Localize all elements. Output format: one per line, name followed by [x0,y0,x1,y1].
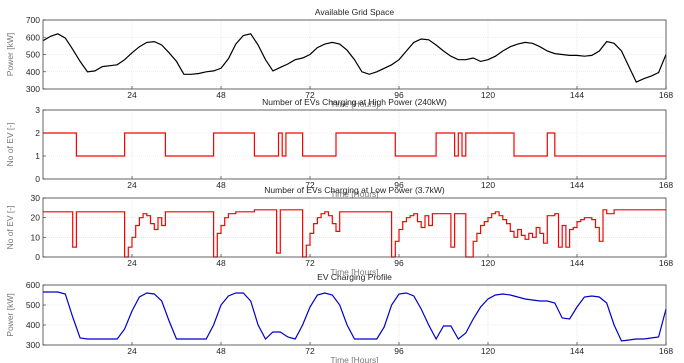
x-tick-label: 144 [570,180,584,190]
subplot-3: 24 48 72 96 120 144 168 0 10 20 30 Number of EVs Ch… [5,185,673,277]
chart-title: Number of EVs Charging at High Power (24… [262,97,447,107]
y-axis-label: No of EV [-] [5,123,15,167]
x-tick-label: 72 [305,90,315,100]
x-tick-label: 120 [481,346,495,356]
x-tick-label: 120 [481,180,495,190]
chart-title: Number of EVs Charging at Low Power (3.7… [264,185,445,195]
series-line [43,291,667,342]
axes-box [42,109,667,180]
x-tick-label: 168 [659,346,673,356]
x-tick-label: 24 [127,180,137,190]
subplot-4: 24 48 72 96 120 144 168 300 400 500 600 EV Charging… [5,272,673,363]
y-tick-label: 0 [35,174,40,184]
x-tick-label: 48 [216,346,226,356]
x-axis-label: Time [Hours] [330,189,378,199]
y-tick-label: 0 [35,252,40,262]
y-tick-label: 500 [26,50,40,60]
series-line [43,132,666,157]
x-tick-label: 96 [394,180,404,190]
y-tick-label: 700 [26,15,40,25]
x-tick-label: 48 [216,258,226,268]
x-tick-label: 168 [659,180,673,190]
subplot-1: 24 48 72 96 120 144 168 300 400 500 600 700 Availabl… [5,7,673,109]
x-tick-label: 24 [127,346,137,356]
y-axis-label: No of EV [-] [5,206,15,250]
x-tick-label: 144 [570,90,584,100]
y-tick-label: 30 [31,193,41,203]
x-tick-label: 24 [127,90,137,100]
x-tick-label: 48 [216,90,226,100]
x-tick-label: 72 [305,180,315,190]
axes-box [42,284,667,346]
axes-box [42,197,667,258]
y-tick-label: 500 [26,300,40,310]
x-tick-label: 72 [305,258,315,268]
chart-title: EV Charging Profile [317,272,392,282]
y-tick-label: 300 [26,340,40,350]
subplot-2: 24 48 72 96 120 144 168 0 1 2 3 Number of EVs Charg… [5,97,673,199]
x-tick-label: 48 [216,180,226,190]
x-tick-label: 144 [570,346,584,356]
x-tick-label: 96 [394,258,404,268]
y-axis-label: Power [kW] [5,33,15,76]
x-axis-label: Time [Hours] [330,355,378,363]
x-tick-label: 120 [481,90,495,100]
series-line [43,209,666,258]
x-tick-label: 96 [394,346,404,356]
y-tick-label: 400 [26,320,40,330]
x-tick-label: 24 [127,258,137,268]
x-axis-label: Time [Hours] [330,99,378,109]
y-tick-label: 1 [35,151,40,161]
x-tick-label: 168 [659,258,673,268]
y-tick-label: 2 [35,128,40,138]
y-tick-label: 600 [26,32,40,42]
chart-title: Available Grid Space [315,7,394,17]
y-tick-label: 600 [26,280,40,290]
y-tick-label: 400 [26,67,40,77]
y-tick-label: 10 [31,232,41,242]
x-axis-label: Time [Hours] [330,267,378,277]
axes-box [42,19,667,90]
x-tick-label: 144 [570,258,584,268]
x-tick-label: 168 [659,90,673,100]
series-line [42,33,667,83]
y-axis-label: Power [kW] [5,293,15,336]
x-tick-label: 120 [481,258,495,268]
x-tick-label: 96 [394,90,404,100]
y-tick-label: 3 [35,105,40,115]
y-tick-label: 300 [26,84,40,94]
x-tick-label: 72 [305,346,315,356]
y-tick-label: 20 [31,213,41,223]
